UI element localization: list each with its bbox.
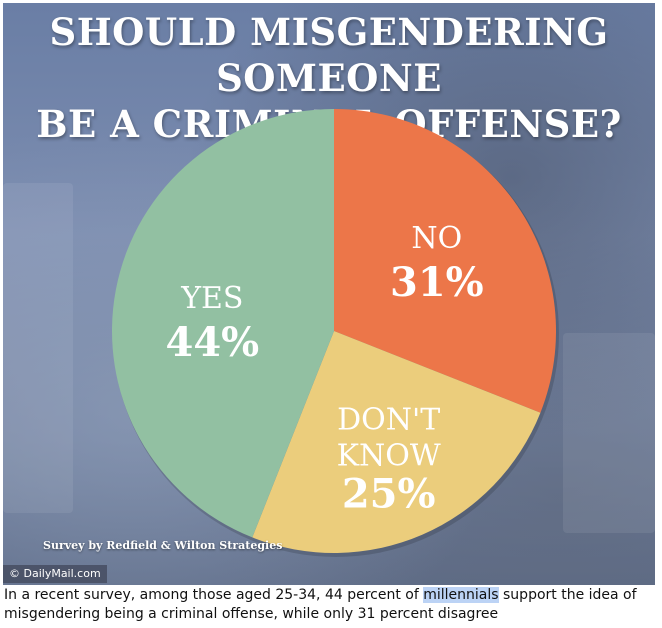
pie-value-yes: 44%: [165, 319, 259, 366]
survey-source: Survey by Redfield & Wilton Strategies: [43, 539, 283, 552]
image-caption: In a recent survey, among those aged 25-…: [4, 586, 654, 624]
background-building-right: [563, 333, 655, 533]
caption-text-start: In a recent survey, among those aged 25-…: [4, 587, 424, 603]
background-building-left: [3, 183, 73, 513]
pie-label-no: NO: [411, 221, 462, 256]
infographic-panel: SHOULD MISGENDERING SOMEONE BE A CRIMINA…: [3, 3, 655, 585]
dailymail-credit: © DailyMail.com: [3, 565, 107, 583]
pie-value-no: 31%: [390, 259, 484, 306]
caption-text-end: support the idea of misgendering being a…: [4, 587, 637, 622]
pie-slice-no: [334, 109, 556, 413]
pie-slice-yes: [111, 109, 335, 538]
pie-label-don-t-know-line-1: DON'T: [337, 402, 440, 437]
pie-label-don-t-know-line-2: KNOW: [337, 438, 441, 473]
pie-label-yes: YES: [180, 281, 243, 316]
pie-value-don-t-know: 25%: [342, 470, 436, 517]
caption-highlighted-word: millennials: [423, 587, 499, 603]
chart-title-line-1: SHOULD MISGENDERING SOMEONE: [49, 10, 609, 100]
pie-slice-don-t-know: [252, 331, 541, 553]
